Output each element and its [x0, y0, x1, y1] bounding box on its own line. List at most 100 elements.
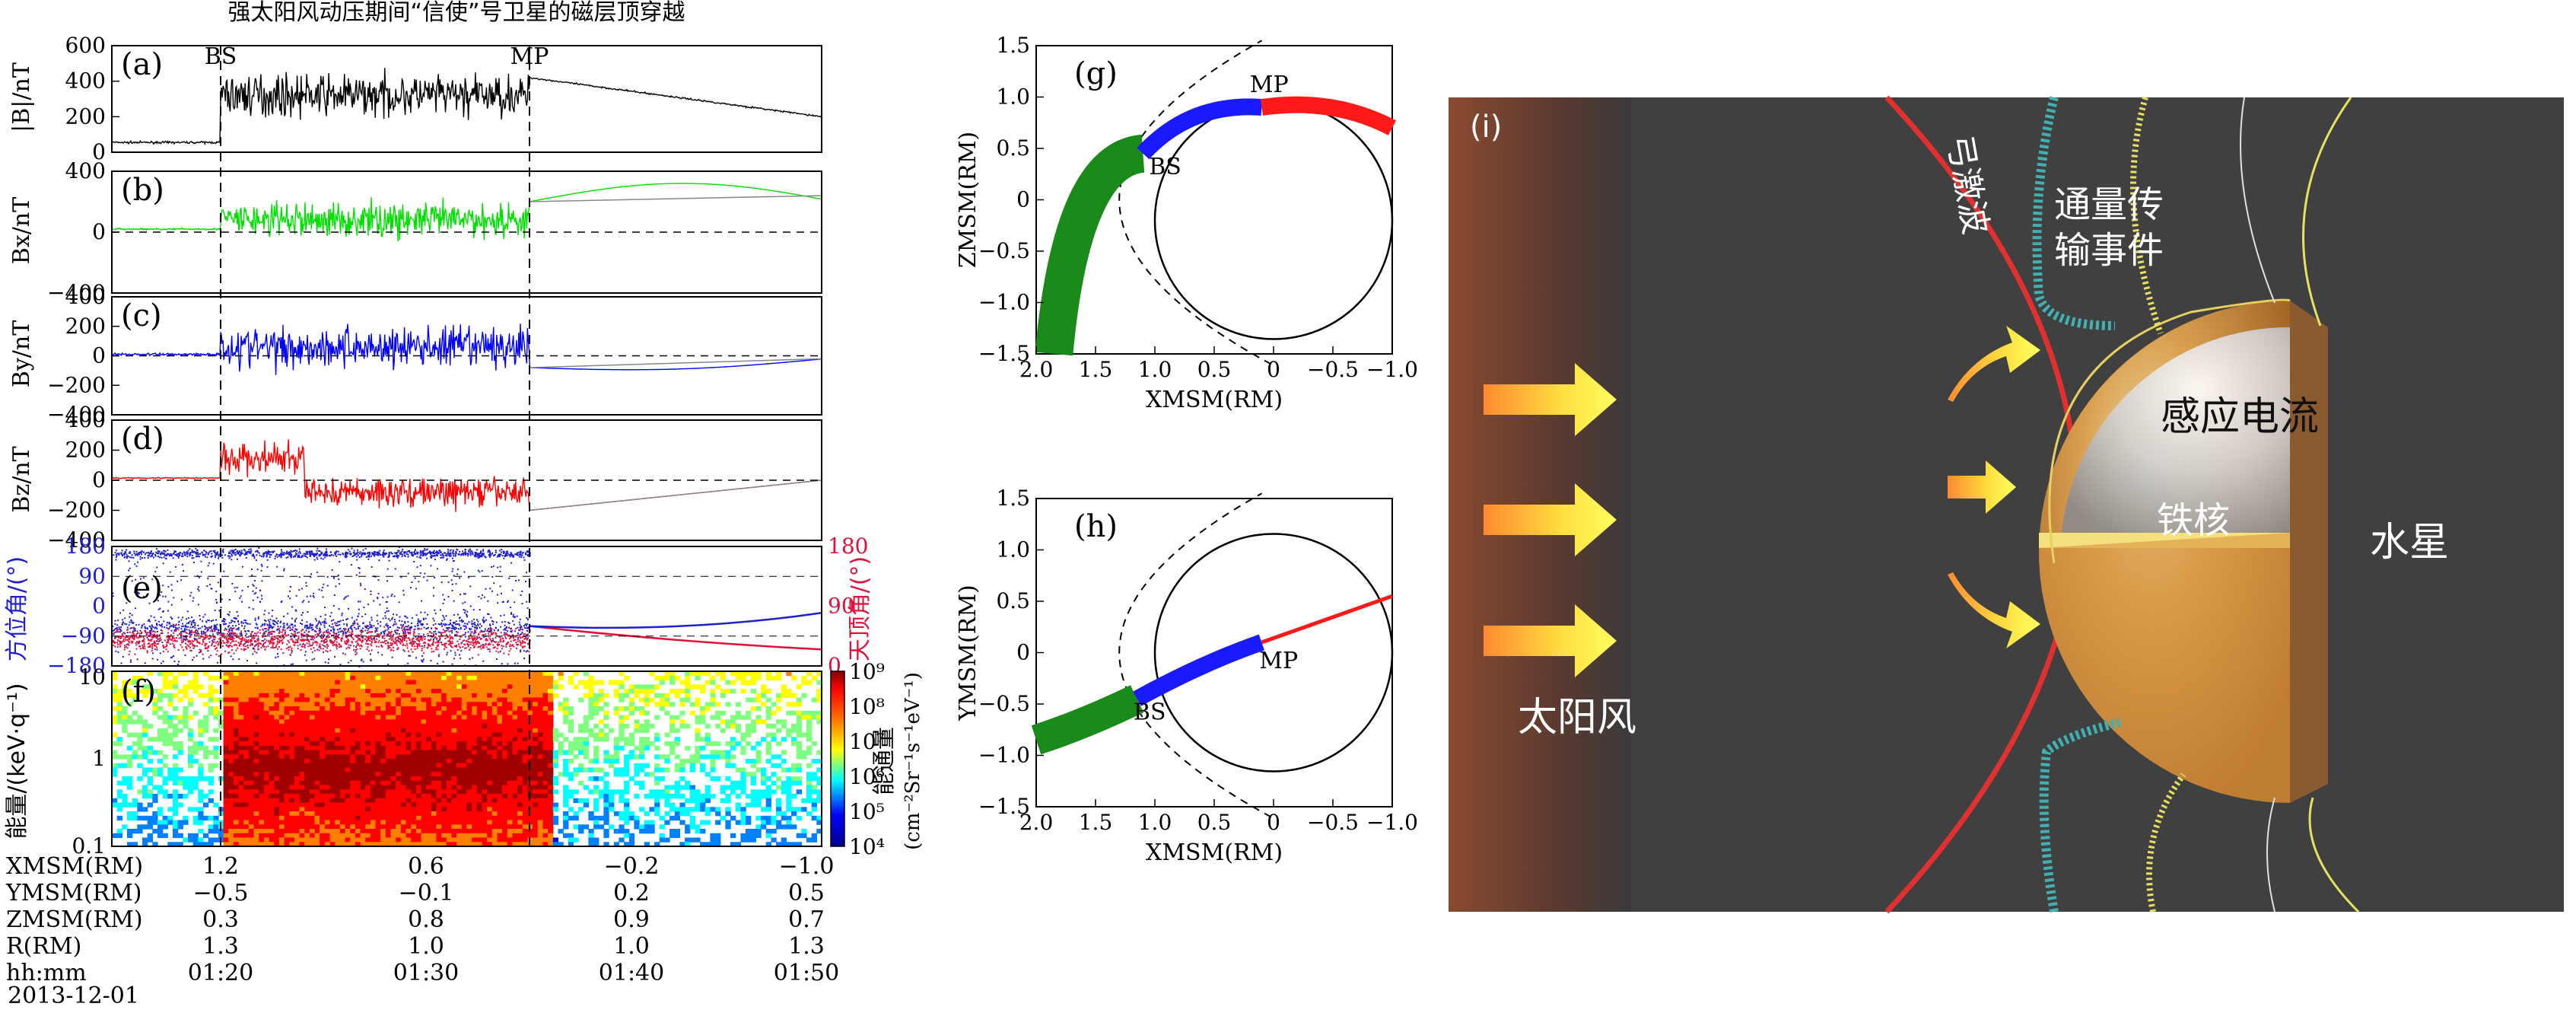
- zenith-point: [523, 633, 525, 636]
- azimuth-point: [224, 623, 225, 625]
- azimuth-point: [207, 629, 209, 631]
- heatmap-cell: [248, 833, 255, 839]
- heatmap-cell: [183, 671, 189, 677]
- azimuth-point: [451, 570, 453, 572]
- azimuth-point: [417, 552, 419, 554]
- zenith-point: [173, 639, 176, 642]
- azimuth-point: [336, 625, 338, 627]
- zenith-point: [415, 639, 418, 641]
- zenith-point: [221, 635, 224, 637]
- azimuth-point: [146, 628, 148, 630]
- azimuth-point: [261, 580, 263, 582]
- heatmap-cell: [278, 706, 285, 712]
- heatmap-cell: [263, 780, 270, 786]
- zenith-point: [369, 631, 370, 633]
- heatmap-cell: [137, 807, 143, 812]
- azimuth-point: [407, 572, 409, 575]
- heatmap-cell: [112, 732, 118, 737]
- azimuth-point: [436, 550, 438, 553]
- azimuth-point: [320, 551, 323, 553]
- azimuth-point: [278, 629, 281, 632]
- zenith-point: [468, 644, 470, 646]
- azimuth-point: [180, 579, 183, 581]
- heatmap-cell: [173, 824, 179, 830]
- zenith-point: [234, 634, 237, 636]
- heatmap-cell: [263, 776, 270, 782]
- heatmap-cell: [253, 732, 259, 737]
- heatmap-cell: [238, 671, 244, 677]
- heatmap-cell: [259, 702, 265, 707]
- azimuth-point: [238, 623, 240, 626]
- zenith-point: [219, 638, 221, 640]
- azimuth-point: [281, 549, 282, 551]
- heatmap-cell: [259, 815, 265, 821]
- azimuth-point: [170, 604, 173, 606]
- zenith-point: [219, 634, 221, 636]
- azimuth-point: [520, 554, 523, 556]
- azimuth-point: [451, 629, 453, 632]
- heatmap-cell: [263, 820, 270, 825]
- zenith-point: [205, 635, 207, 637]
- zenith-point: [221, 636, 224, 638]
- zenith-point: [370, 643, 372, 645]
- panel-label-b: (b): [121, 173, 164, 208]
- azimuth-point: [285, 553, 288, 555]
- zenith-point: [231, 645, 233, 648]
- azimuth-point: [215, 598, 218, 600]
- azimuth-point: [244, 622, 246, 623]
- zenith-point: [375, 641, 377, 643]
- azimuth-point: [353, 555, 355, 556]
- azimuth-point: [327, 662, 329, 664]
- azimuth-point: [456, 548, 458, 550]
- azimuth-point: [336, 550, 338, 553]
- azimuth-point: [504, 554, 506, 556]
- zenith-point: [205, 642, 208, 645]
- azimuth-point: [442, 623, 444, 626]
- heatmap-cell: [198, 807, 204, 812]
- zenith-point: [405, 632, 407, 634]
- heatmap-cell: [183, 719, 189, 725]
- zenith-point: [126, 629, 128, 631]
- azimuth-point: [480, 597, 482, 600]
- zenith-point: [318, 646, 320, 648]
- zenith-point: [297, 639, 299, 642]
- heatmap-cell: [162, 833, 168, 839]
- azimuth-point: [488, 556, 491, 558]
- zenith-point: [339, 646, 341, 648]
- azimuth-point: [177, 664, 179, 665]
- azimuth-point: [345, 635, 348, 637]
- zenith-point: [267, 645, 269, 648]
- zenith-point: [365, 636, 367, 638]
- zenith-point: [370, 641, 373, 643]
- azimuth-point: [234, 548, 237, 550]
- azimuth-point: [173, 597, 175, 599]
- zenith-point: [287, 634, 289, 636]
- azimuth-point: [205, 626, 207, 628]
- azimuth-point: [330, 626, 332, 628]
- zenith-point: [253, 634, 255, 636]
- zenith-point: [465, 640, 467, 642]
- zenith-point: [154, 642, 156, 645]
- heatmap-cell: [137, 815, 143, 821]
- azimuth-point: [283, 551, 285, 553]
- heatmap-cell: [223, 820, 229, 825]
- zenith-point: [291, 632, 293, 635]
- azimuth-point: [313, 559, 316, 561]
- zenith-point: [143, 644, 145, 646]
- heatmap-cell: [162, 675, 168, 681]
- zenith-point: [228, 651, 231, 654]
- azimuth-point: [275, 617, 278, 620]
- azimuth-point: [469, 627, 471, 629]
- azimuth-point: [456, 549, 459, 551]
- azimuth-point: [515, 580, 517, 581]
- heatmap-cell: [263, 684, 270, 690]
- zenith-point: [374, 639, 376, 642]
- azimuth-point: [156, 566, 158, 569]
- azimuth-point: [386, 607, 388, 610]
- zenith-point: [114, 645, 116, 648]
- azimuth-point: [157, 658, 158, 661]
- azimuth-point: [330, 612, 332, 614]
- heatmap-cell: [198, 693, 204, 699]
- azimuth-point: [188, 629, 190, 631]
- azimuth-point: [115, 631, 117, 633]
